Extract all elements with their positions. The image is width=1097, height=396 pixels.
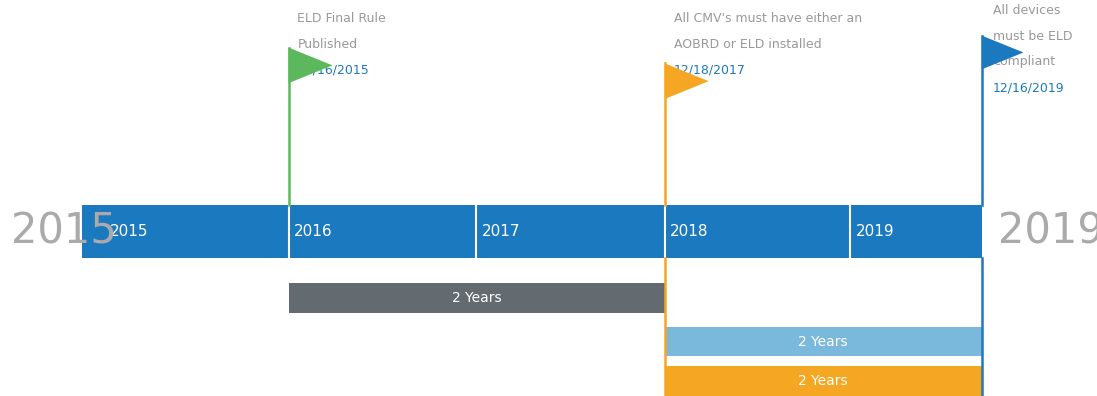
Bar bbox=[289, 283, 665, 313]
Text: Continue to use AOBRD devices installed: Continue to use AOBRD devices installed bbox=[670, 380, 927, 393]
Text: 2015: 2015 bbox=[110, 224, 148, 239]
Text: compliant: compliant bbox=[993, 55, 1055, 69]
Polygon shape bbox=[665, 63, 709, 99]
Text: 2018: 2018 bbox=[670, 224, 709, 239]
Text: 12/16/2015: 12/16/2015 bbox=[297, 63, 369, 76]
Text: All devices: All devices bbox=[993, 4, 1060, 17]
Text: Published: Published bbox=[297, 38, 358, 51]
Text: ELD Final Rule: ELD Final Rule bbox=[297, 12, 386, 25]
Text: 2 Years: 2 Years bbox=[799, 374, 848, 388]
Text: 2019: 2019 bbox=[998, 211, 1097, 253]
Text: 2 Years: 2 Years bbox=[452, 291, 501, 305]
Text: 12/18/2017: 12/18/2017 bbox=[674, 63, 746, 76]
Text: must be ELD: must be ELD bbox=[993, 30, 1072, 43]
Text: 2 Years: 2 Years bbox=[799, 335, 848, 348]
Text: AOBRD or ELD installed: AOBRD or ELD installed bbox=[674, 38, 822, 51]
Polygon shape bbox=[289, 48, 332, 83]
Bar bbox=[665, 327, 982, 356]
Bar bbox=[82, 205, 982, 259]
Text: 2016: 2016 bbox=[294, 224, 332, 239]
Bar bbox=[665, 366, 982, 396]
Text: 2017: 2017 bbox=[482, 224, 520, 239]
Text: Only ELD devices may be installed: Only ELD devices may be installed bbox=[670, 339, 887, 352]
Text: All CMV's must have either an: All CMV's must have either an bbox=[674, 12, 861, 25]
Text: 2015: 2015 bbox=[11, 211, 117, 253]
Text: 2019: 2019 bbox=[856, 224, 894, 239]
Text: AOBRD or ELD Device may be installed: AOBRD or ELD Device may be installed bbox=[294, 295, 540, 308]
Text: 12/16/2019: 12/16/2019 bbox=[993, 81, 1064, 94]
Polygon shape bbox=[982, 36, 1024, 69]
